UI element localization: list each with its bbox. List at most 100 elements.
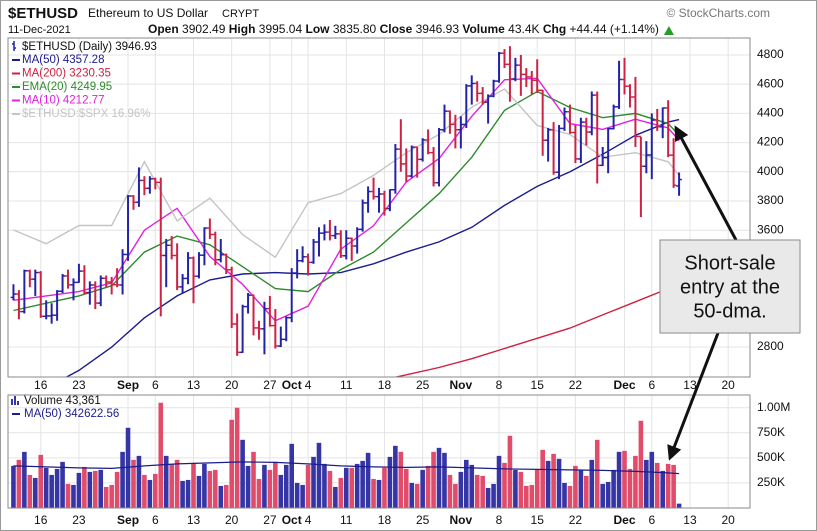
- volume-bar: [223, 484, 229, 508]
- volume-bar: [562, 482, 567, 508]
- volume-bar: [142, 474, 147, 508]
- x-tick-label: 20: [721, 378, 735, 392]
- volume-bar: [49, 474, 54, 508]
- y-tick-label: 4400: [757, 106, 784, 120]
- x-tick-label: 6: [648, 513, 655, 527]
- volume-bar: [403, 468, 409, 508]
- volume-bar: [38, 454, 44, 508]
- volume-bar: [442, 452, 447, 508]
- volume-bar: [22, 451, 27, 508]
- x-tick-label: 11: [340, 513, 353, 527]
- volume-bar: [43, 467, 49, 508]
- volume-bar: [103, 486, 109, 508]
- volume-bar: [573, 465, 578, 508]
- volume-bar: [120, 451, 125, 508]
- overlay-line: [393, 283, 680, 377]
- volume-bar: [453, 483, 458, 508]
- volume-bar: [463, 459, 469, 508]
- volume-bar: [153, 473, 158, 508]
- volume-bar: [185, 479, 191, 508]
- volume-bar: [638, 420, 644, 508]
- volume-bar: [474, 474, 480, 508]
- volume-bar: [665, 463, 671, 508]
- quote-value: 3835.80: [333, 22, 377, 36]
- volume-bar: [398, 451, 404, 508]
- labels: $ETHUSD Ethereum to US Dollar CRYPT © Stock…: [8, 5, 790, 527]
- volume-bar: [283, 464, 289, 508]
- volume-bar: [393, 445, 398, 508]
- quote-label: Volume: [462, 22, 505, 36]
- callout-text: Short-sale: [684, 252, 775, 274]
- volume-bar: [371, 478, 376, 508]
- quote-value: 3902.49: [182, 22, 226, 36]
- x-tick-label: 25: [416, 378, 430, 392]
- x-tick-label: 13: [187, 378, 201, 392]
- callout: Short-sale entry at the 50-dma.: [659, 125, 801, 461]
- volume-bar: [534, 469, 540, 508]
- volume-bar: [409, 482, 415, 508]
- volume-bar: [163, 455, 169, 508]
- legend-label: EMA(20) 4249.95: [22, 81, 112, 93]
- change-arrow: [663, 26, 674, 35]
- x-tick-label: 4: [305, 513, 312, 527]
- volume-bar: [251, 451, 256, 508]
- volume-bar: [660, 470, 666, 508]
- legend-label: $ETHUSD:$SPX 16.96%: [22, 108, 150, 120]
- volume-bar: [300, 484, 305, 508]
- callout-box: [659, 239, 801, 334]
- volume-bar: [447, 474, 453, 508]
- quote-value: 3946.93: [416, 22, 460, 36]
- volume-bar: [616, 451, 622, 508]
- x-tick-label: 20: [225, 378, 239, 392]
- volume-bar: [136, 455, 142, 508]
- y-tick-label: 4000: [757, 164, 784, 178]
- volume-tick-label: 1.00M: [757, 400, 790, 414]
- y-tick-label: 3800: [757, 193, 784, 207]
- volume-bar: [633, 455, 638, 508]
- volume-bar: [32, 477, 38, 508]
- volume-bar: [365, 452, 371, 508]
- volume-bar: [436, 447, 442, 508]
- volume-bar: [267, 469, 273, 508]
- arrow: [667, 332, 720, 461]
- volume-pane: [7, 394, 751, 509]
- volume-bar: [491, 483, 496, 508]
- volume-ma-line: [13, 461, 680, 475]
- volume-bar: [92, 470, 98, 508]
- y-tick-label: 4200: [757, 135, 784, 149]
- volume-bar: [354, 463, 360, 508]
- volume-bar: [584, 475, 589, 508]
- volume-tick-label: 250K: [757, 475, 785, 489]
- volume-bar: [524, 485, 529, 508]
- volume-bar: [349, 467, 355, 508]
- volume-bar: [114, 471, 120, 508]
- volume-bar: [65, 483, 71, 508]
- volume-bar: [327, 470, 333, 508]
- volume-bar: [16, 459, 22, 508]
- volume-bar: [420, 469, 425, 508]
- volume-bar: [654, 462, 660, 508]
- volume-bar: [600, 483, 605, 508]
- x-tick-label: 6: [648, 378, 655, 392]
- x-tick-label: Dec: [614, 513, 636, 527]
- volume-bar: [196, 475, 202, 508]
- volume-bar: [382, 467, 387, 508]
- volume-bar: [87, 471, 93, 508]
- x-tick-label: 13: [187, 513, 201, 527]
- volume-bar: [229, 419, 234, 508]
- y-tick-label: 2800: [757, 339, 784, 353]
- x-tick-label: 11: [340, 378, 353, 392]
- legend-label: MA(50) 4357.28: [22, 54, 104, 66]
- legend-glyph: [11, 396, 19, 405]
- x-tick-label: 27: [263, 378, 277, 392]
- volume-bar: [485, 487, 491, 508]
- legend-label: MA(50) 342622.56: [24, 408, 119, 420]
- volume-bar: [545, 460, 551, 508]
- legend-glyph: [12, 41, 16, 51]
- volume-bar: [480, 475, 485, 508]
- x-tick-label: 23: [72, 378, 86, 392]
- date: 11-Dec-2021: [8, 24, 71, 36]
- volume-bar: [322, 463, 327, 508]
- volume-bar: [273, 461, 278, 508]
- volume-bar: [518, 471, 524, 508]
